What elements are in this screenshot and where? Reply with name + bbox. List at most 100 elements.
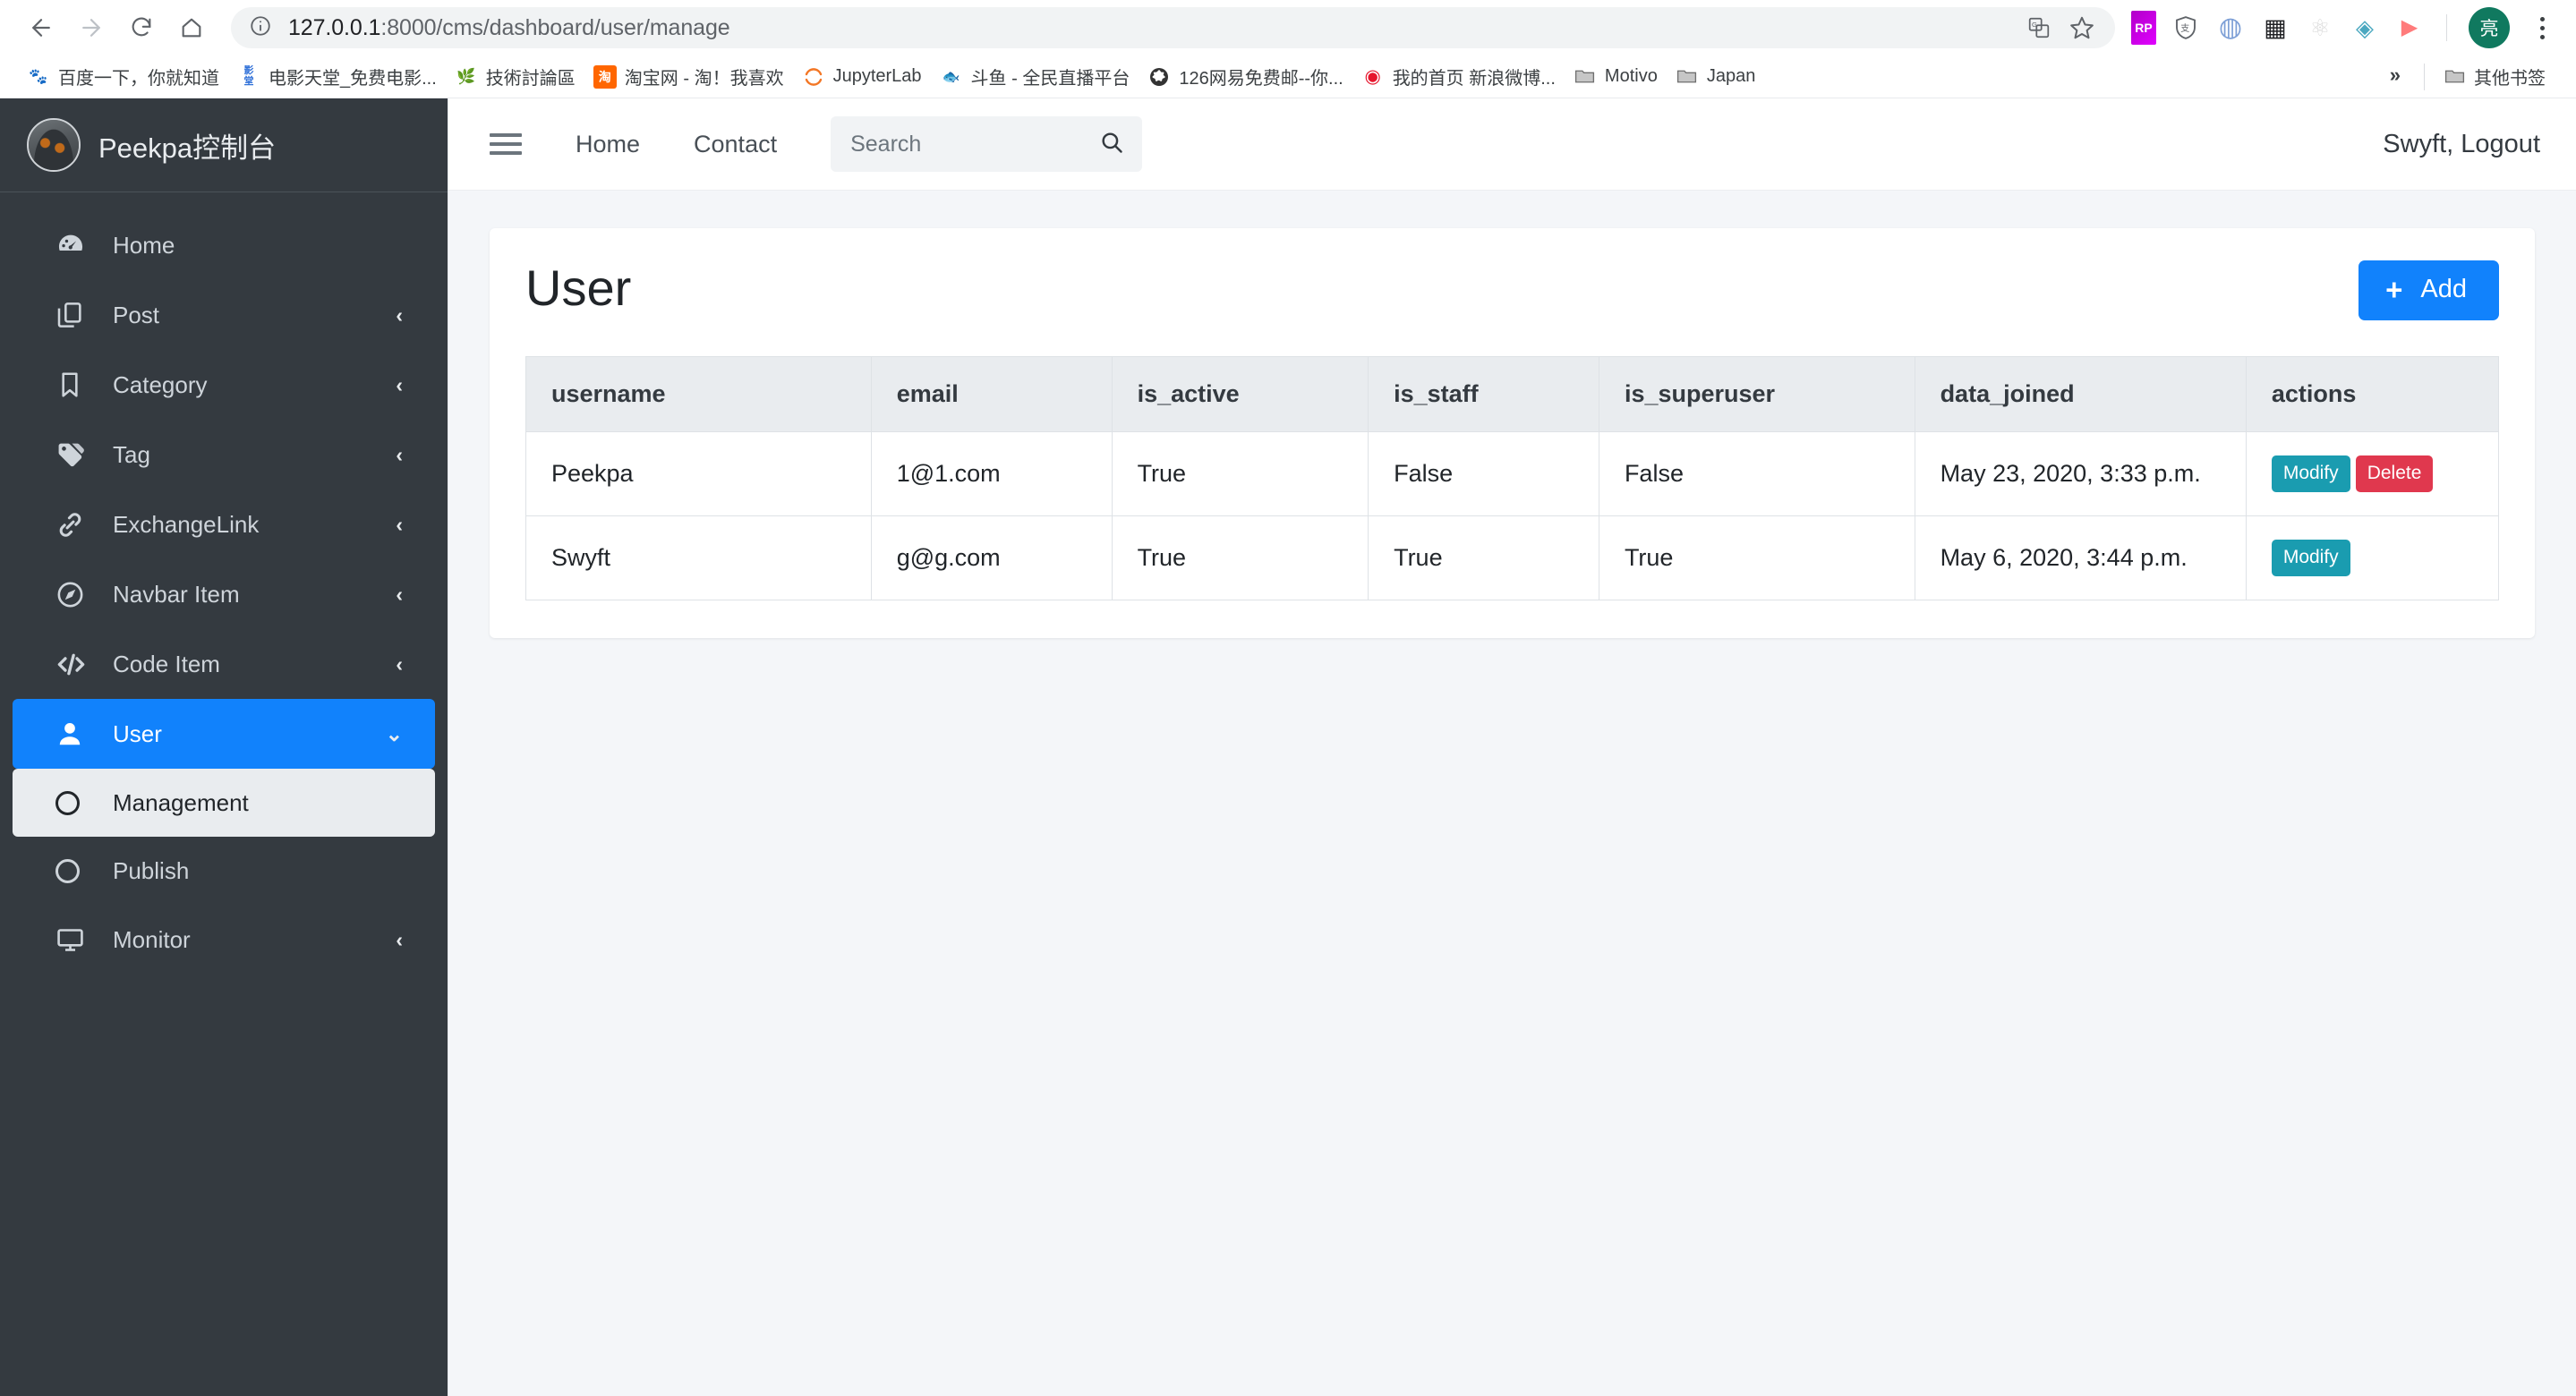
navlink-contact[interactable]: Contact	[694, 130, 778, 157]
bookmark-other-bookmarks[interactable]: 其他书签	[2434, 60, 2562, 93]
bookmark-douyu[interactable]: 🐟 斗鱼 - 全民直播平台	[931, 60, 1139, 93]
bookmark-dytt[interactable]: 影堂 电影天堂_免费电影...	[228, 60, 446, 93]
bookmark-weibo[interactable]: ◉ 我的首页 新浪微博...	[1352, 60, 1565, 93]
back-button[interactable]	[16, 3, 66, 53]
bookmark-label: 斗鱼 - 全民直播平台	[970, 69, 1130, 89]
modify-button[interactable]: Modify	[2271, 455, 2350, 493]
bookmark-label: JupyterLab	[832, 66, 922, 86]
forward-button[interactable]	[66, 3, 116, 53]
taobao-icon: 淘	[593, 64, 617, 89]
delete-button[interactable]: Delete	[2355, 455, 2434, 493]
chevron-left-icon: ‹	[396, 512, 403, 536]
sidebar-item-post[interactable]: Post ‹	[13, 280, 435, 350]
baidu-icon: 🐾	[29, 67, 48, 85]
bookmark-taobao[interactable]: 淘 淘宝网 - 淘！我喜欢	[584, 60, 793, 93]
chevron-down-icon: ⌄	[385, 721, 403, 745]
svg-text:支: 支	[2180, 23, 2189, 34]
app-root: Peekpa控制台 Home Post ‹ C	[0, 98, 2576, 1396]
chevron-left-icon: ‹	[396, 927, 403, 951]
omnibox-actions: G	[2024, 13, 2097, 43]
code-icon	[55, 649, 90, 680]
browser-menu-button[interactable]	[2524, 8, 2560, 47]
main-area: Home Contact Search Swyft, Logout User +…	[448, 98, 2576, 1396]
column-header-data-joined[interactable]: data_joined	[1914, 356, 2247, 432]
reload-icon	[129, 15, 154, 40]
sidebar-subitem-management[interactable]: Management	[13, 769, 435, 837]
blue-ring-extension-icon[interactable]: ◍	[2218, 13, 2243, 42]
bookmark-folder-motivo[interactable]: Motivo	[1565, 62, 1667, 92]
bookmarks-overflow-button[interactable]: »	[2389, 63, 2401, 86]
table-head: username email is_active is_staff is_sup…	[525, 356, 2500, 432]
sidebar-item-user[interactable]: User ⌄	[13, 699, 435, 769]
bookmark-folder-japan[interactable]: Japan	[1667, 62, 1765, 92]
row-action-buttons: Modify Delete	[2271, 455, 2473, 493]
circle-icon	[55, 790, 90, 815]
bookmark-label: 电影天堂_免费电影...	[269, 69, 437, 89]
home-button[interactable]	[166, 3, 217, 53]
bookmark-star-icon[interactable]	[2067, 13, 2097, 43]
search-icon[interactable]	[1099, 130, 1124, 159]
vue-devtools-extension-icon[interactable]: ◈	[2356, 14, 2374, 41]
bookmark-jupyterlab[interactable]: JupyterLab	[793, 62, 931, 92]
sidebar-brand[interactable]: Peekpa控制台	[0, 98, 448, 192]
column-header-username[interactable]: username	[525, 356, 872, 432]
sidebar-item-label: Category	[113, 370, 208, 398]
translate-icon[interactable]: G	[2024, 13, 2054, 43]
qr-code-extension-icon[interactable]: ▦	[2264, 13, 2287, 41]
column-header-is-superuser[interactable]: is_superuser	[1598, 356, 1915, 432]
react-devtools-extension-icon[interactable]: ⚛	[2309, 14, 2331, 41]
profile-avatar[interactable]: 亮	[2469, 7, 2510, 48]
navlink-home[interactable]: Home	[576, 130, 641, 157]
sidebar-item-label: Post	[113, 301, 160, 328]
bookmark-label: 其他书签	[2474, 69, 2546, 89]
dashboard-icon	[55, 230, 90, 260]
column-header-is-active[interactable]: is_active	[1111, 356, 1369, 432]
bookmark-label: Motivo	[1604, 66, 1658, 86]
card-header: User + Add	[525, 260, 2499, 320]
reload-button[interactable]	[116, 3, 166, 53]
sidebar-subitem-label: Publish	[113, 856, 190, 884]
folder-icon	[2443, 65, 2466, 89]
red-arrow-extension-icon[interactable]: ▶	[2401, 15, 2418, 39]
sidebar-item-category[interactable]: Category ‹	[13, 350, 435, 420]
bookmark-126mail[interactable]: 126网易免费邮--你...	[1139, 60, 1352, 93]
cell-is-staff: False	[1368, 430, 1599, 517]
url-path: :8000/cms/dashboard/user/manage	[380, 14, 730, 40]
sidebar-subitem-publish[interactable]: Publish	[13, 837, 435, 905]
add-button[interactable]: + Add	[2358, 260, 2499, 320]
browser-chrome: 127.0.0.1:8000/cms/dashboard/user/manage…	[0, 0, 2576, 98]
sidebar-item-navbar-item[interactable]: Navbar Item ‹	[13, 559, 435, 629]
user-logout-text[interactable]: Swyft, Logout	[2383, 129, 2540, 158]
bookmark-baidu[interactable]: 🐾 百度一下，你就知道	[18, 60, 228, 93]
column-header-email[interactable]: email	[870, 356, 1113, 432]
svg-text:G: G	[2032, 21, 2037, 29]
weibo-icon: ◉	[1364, 66, 1381, 87]
table-row: Swyft g@g.com True True True May 6, 2020…	[525, 515, 2500, 601]
tag-icon	[55, 440, 90, 470]
copy-icon	[55, 301, 90, 329]
compass-icon	[55, 580, 90, 609]
sidebar-item-home[interactable]: Home	[13, 210, 435, 280]
column-header-is-staff[interactable]: is_staff	[1368, 356, 1599, 432]
sidebar-item-label: Code Item	[113, 650, 220, 677]
rp-extension-icon[interactable]: RP	[2131, 11, 2156, 45]
bookmark-label: 技術討論區	[485, 69, 576, 89]
alipay-shield-extension-icon[interactable]: 支	[2171, 13, 2201, 43]
site-info-icon[interactable]	[249, 14, 272, 42]
url-text: 127.0.0.1:8000/cms/dashboard/user/manage	[288, 15, 730, 41]
circle-icon	[55, 858, 90, 883]
sidebar-item-exchangelink[interactable]: ExchangeLink ‹	[13, 489, 435, 559]
modify-button[interactable]: Modify	[2271, 540, 2350, 577]
folder-icon	[1676, 65, 1699, 89]
content-region: User + Add username email is_active is_s…	[448, 191, 2576, 1396]
chevron-left-icon: ‹	[396, 302, 403, 327]
sidebar-toggle-button[interactable]	[490, 133, 522, 155]
bookmark-tech-forum[interactable]: 🌿 技術討論區	[446, 60, 584, 93]
page-title: User	[525, 260, 632, 316]
search-input[interactable]: Search	[831, 116, 1143, 172]
sidebar-item-monitor[interactable]: Monitor ‹	[13, 905, 435, 975]
globe-icon	[1147, 65, 1171, 89]
sidebar-item-tag[interactable]: Tag ‹	[13, 420, 435, 489]
sidebar-item-code-item[interactable]: Code Item ‹	[13, 629, 435, 699]
address-bar[interactable]: 127.0.0.1:8000/cms/dashboard/user/manage…	[231, 7, 2115, 48]
